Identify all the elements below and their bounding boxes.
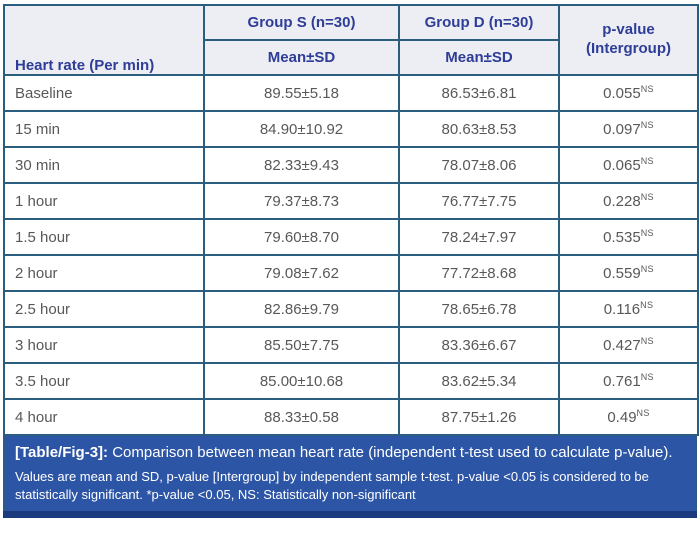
table-figure: Heart rate (Per min) Group S (n=30) Grou… [3, 4, 699, 519]
table-row: 2 hour 79.08±7.62 77.72±8.68 0.559NS [3, 254, 699, 292]
header-row-groups: Heart rate (Per min) Group S (n=30) Grou… [3, 4, 699, 76]
pvalue-superscript: NS [640, 228, 654, 238]
table-row: 30 min 82.33±9.43 78.07±8.06 0.065NS [3, 146, 699, 184]
row-label: 30 min [3, 146, 205, 184]
pvalue-cell: 0.49NS [558, 398, 699, 436]
pvalue-superscript: NS [640, 336, 654, 346]
group-d-value: 76.77±7.75 [398, 182, 560, 220]
table-row: Baseline 89.55±5.18 86.53±6.81 0.055NS [3, 74, 699, 112]
group-d-value: 78.65±6.78 [398, 290, 560, 328]
pvalue-superscript: NS [640, 372, 654, 382]
column-subheader-group-d-meansd: Mean±SD [398, 39, 560, 76]
group-d-value: 83.36±6.67 [398, 326, 560, 364]
column-header-heart-rate: Heart rate (Per min) [3, 4, 205, 76]
row-label: Baseline [3, 74, 205, 112]
pvalue-header-line2: (Intergroup) [586, 40, 671, 57]
pvalue-value: 0.49 [607, 409, 637, 426]
row-label: 15 min [3, 110, 205, 148]
column-subheader-group-s-meansd: Mean±SD [203, 39, 400, 76]
pvalue-cell: 0.228NS [558, 182, 699, 220]
row-label: 1 hour [3, 182, 205, 220]
pvalue-superscript: NS [640, 192, 654, 202]
group-s-value: 88.33±0.58 [203, 398, 400, 436]
group-d-value: 78.07±8.06 [398, 146, 560, 184]
group-s-value: 79.08±7.62 [203, 254, 400, 292]
pvalue-superscript: NS [640, 84, 654, 94]
pvalue-value: 0.535 [603, 229, 641, 246]
table-row: 1.5 hour 79.60±8.70 78.24±7.97 0.535NS [3, 218, 699, 256]
group-s-value: 85.00±10.68 [203, 362, 400, 400]
group-d-value: 78.24±7.97 [398, 218, 560, 256]
table-row: 2.5 hour 82.86±9.79 78.65±6.78 0.116NS [3, 290, 699, 328]
figure-caption: [Table/Fig-3]: Comparison between mean h… [3, 436, 697, 512]
caption-title: [Table/Fig-3]: Comparison between mean h… [15, 443, 685, 463]
pvalue-header-line1: p-value [602, 21, 655, 39]
group-d-value: 80.63±8.53 [398, 110, 560, 148]
row-label: 4 hour [3, 398, 205, 436]
group-d-value: 86.53±6.81 [398, 74, 560, 112]
row-label: 3.5 hour [3, 362, 205, 400]
pvalue-value: 0.065 [603, 157, 641, 174]
group-s-value: 82.86±9.79 [203, 290, 400, 328]
pvalue-value: 0.097 [603, 121, 641, 138]
group-d-value: 87.75±1.26 [398, 398, 560, 436]
row-label: 2.5 hour [3, 290, 205, 328]
column-header-pvalue: p-value (Intergroup) [558, 4, 699, 76]
group-s-value: 82.33±9.43 [203, 146, 400, 184]
caption-footnote: Values are mean and SD, p-value [Intergr… [15, 469, 649, 502]
table-row: 4 hour 88.33±0.58 87.75±1.26 0.49NS [3, 398, 699, 436]
pvalue-value: 0.427 [603, 337, 641, 354]
pvalue-value: 0.055 [603, 85, 641, 102]
caption-tag: [Table/Fig-3]: [15, 444, 109, 461]
pvalue-value: 0.559 [603, 265, 641, 282]
pvalue-cell: 0.065NS [558, 146, 699, 184]
pvalue-cell: 0.116NS [558, 290, 699, 328]
group-d-value: 83.62±5.34 [398, 362, 560, 400]
row-label: 3 hour [3, 326, 205, 364]
pvalue-value: 0.228 [603, 193, 641, 210]
group-s-value: 79.60±8.70 [203, 218, 400, 256]
pvalue-superscript: NS [640, 156, 654, 166]
column-header-group-s: Group S (n=30) [203, 4, 400, 41]
pvalue-cell: 0.055NS [558, 74, 699, 112]
column-header-group-d: Group D (n=30) [398, 4, 560, 41]
group-s-value: 84.90±10.92 [203, 110, 400, 148]
group-s-value: 85.50±7.75 [203, 326, 400, 364]
row-label: 2 hour [3, 254, 205, 292]
caption-text: Comparison between mean heart rate (inde… [108, 444, 673, 461]
group-s-value: 79.37±8.73 [203, 182, 400, 220]
pvalue-cell: 0.559NS [558, 254, 699, 292]
pvalue-cell: 0.535NS [558, 218, 699, 256]
table-row: 15 min 84.90±10.92 80.63±8.53 0.097NS [3, 110, 699, 148]
table-row: 1 hour 79.37±8.73 76.77±7.75 0.228NS [3, 182, 699, 220]
bottom-accent-strip [3, 511, 697, 519]
pvalue-superscript: NS [636, 408, 650, 418]
pvalue-value: 0.116 [603, 301, 641, 318]
pvalue-value: 0.761 [603, 373, 641, 390]
heart-rate-table: Heart rate (Per min) Group S (n=30) Grou… [3, 4, 699, 436]
header-row-meansd: Mean±SD Mean±SD [4, 39, 698, 76]
pvalue-cell: 0.427NS [558, 326, 699, 364]
pvalue-cell: 0.761NS [558, 362, 699, 400]
row-label: 1.5 hour [3, 218, 205, 256]
group-d-value: 77.72±8.68 [398, 254, 560, 292]
pvalue-superscript: NS [640, 264, 654, 274]
pvalue-superscript: NS [640, 300, 654, 310]
group-s-value: 89.55±5.18 [203, 74, 400, 112]
table-row: 3 hour 85.50±7.75 83.36±6.67 0.427NS [3, 326, 699, 364]
table-row: 3.5 hour 85.00±10.68 83.62±5.34 0.761NS [3, 362, 699, 400]
pvalue-cell: 0.097NS [558, 110, 699, 148]
pvalue-superscript: NS [640, 120, 654, 130]
